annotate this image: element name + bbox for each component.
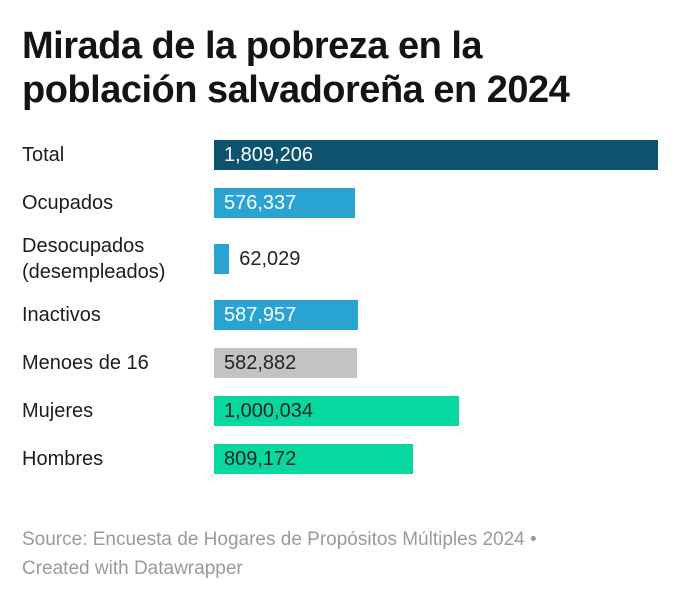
chart-title-line-2: población salvadoreña en 2024 [22,69,570,111]
bar-row: Menoes de 16 582,882 [22,339,658,387]
bar-row: Hombres 809,172 [22,435,658,483]
bar: 809,172 [214,444,413,474]
row-label: Total [22,144,65,166]
bar-track: 62,029 [214,244,658,274]
datawrapper-attribution: Created with Datawrapper [22,558,243,579]
footer-separator-dot: • [530,529,537,550]
bar-row: Ocupados 576,337 [22,179,658,227]
bar-row: Total 1,809,206 [22,131,658,179]
bar: 1,809,206 [214,140,658,170]
bar-value: 809,172 [224,447,297,470]
bar-value: 576,337 [224,191,297,214]
source-text: Source: Encuesta de Hogares de Propósito… [22,529,525,550]
bar: 576,337 [214,188,356,218]
row-label: Desocupados (desempleados) [22,235,166,283]
bar-track: 1,809,206 [214,140,658,170]
bar: 1,000,034 [214,396,460,426]
bar-value: 1,809,206 [224,143,313,166]
bar-track: 809,172 [214,444,658,474]
row-label: Ocupados [22,192,114,214]
bar-track: 582,882 [214,348,658,378]
bar: 582,882 [214,348,358,378]
chart-title: Mirada de la pobreza en la población sal… [22,24,658,112]
bar-value: 582,882 [224,351,297,374]
bar-row: Mujeres 1,000,034 [22,387,658,435]
bar-row: Inactivos 587,957 [22,291,658,339]
bar-value: 587,957 [224,303,297,326]
row-label: Menoes de 16 [22,352,149,374]
row-label: Hombres [22,448,104,470]
bar: 62,029 [214,244,300,274]
bar-value: 1,000,034 [224,399,313,422]
bar-chart: Total 1,809,206 Ocupados 576,337 Desocup… [22,131,658,483]
row-label: Mujeres [22,400,94,422]
bar-row: Desocupados (desempleados) 62,029 [22,227,658,291]
bar: 587,957 [214,300,359,330]
chart-footer: Source: Encuesta de Hogares de Propósito… [22,525,658,583]
bar-value: 62,029 [239,247,301,270]
chart-title-line-1: Mirada de la pobreza en la [22,25,483,67]
row-label: Inactivos [22,304,101,326]
bar-track: 587,957 [214,300,658,330]
bar-track: 576,337 [214,188,658,218]
bar-track: 1,000,034 [214,396,658,426]
